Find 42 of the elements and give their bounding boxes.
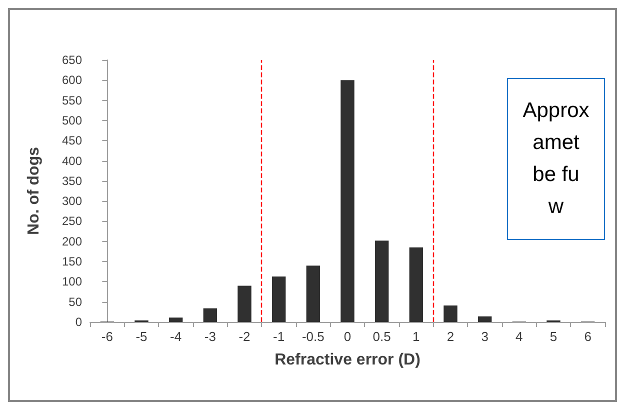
x-tick-label: 2 [446, 329, 454, 344]
x-tick-label: -1 [273, 329, 285, 344]
bar [203, 308, 218, 322]
y-tick-label: 600 [62, 73, 82, 88]
x-tick-label: -3 [204, 329, 216, 344]
y-tick-label: 200 [62, 234, 82, 248]
bar [168, 318, 183, 322]
x-tick-label: -4 [170, 329, 182, 344]
y-tick-label: 300 [62, 194, 82, 208]
x-axis-title: Refractive error (D) [274, 352, 420, 368]
y-tick-label: 650 [62, 53, 82, 67]
callout-box: Approx amet be fu w [507, 78, 605, 240]
bar [409, 247, 424, 322]
bar [306, 266, 320, 322]
x-tick-label: -2 [238, 329, 250, 344]
x-tick-label: -0.5 [302, 329, 324, 344]
x-tick-label: 6 [584, 329, 592, 344]
bar [238, 286, 252, 322]
y-tick-label: 550 [62, 93, 82, 108]
y-tick-label: 500 [62, 113, 82, 128]
x-tick-label: 5 [550, 329, 558, 344]
x-tick-label: 4 [516, 329, 523, 344]
bar [272, 276, 286, 322]
y-tick-label: 50 [68, 294, 82, 309]
y-tick-label: 400 [62, 154, 82, 168]
x-tick-label: 0 [344, 329, 352, 344]
bar [374, 240, 389, 322]
y-tick-label: 350 [62, 174, 82, 188]
y-tick-label: 450 [62, 134, 82, 148]
bar [340, 80, 354, 322]
x-tick-label: 1 [412, 329, 420, 344]
x-tick-label: -6 [101, 329, 113, 344]
x-tick-label: 0.5 [372, 329, 391, 344]
y-tick-label: 150 [62, 254, 82, 269]
x-tick-label: 3 [481, 329, 488, 344]
y-axis-title: No. of dogs [26, 146, 42, 235]
bar [478, 316, 492, 322]
y-tick-label: 100 [62, 274, 82, 289]
bar [444, 305, 458, 322]
x-tick-label: -5 [136, 329, 148, 344]
y-tick-label: 250 [62, 214, 82, 228]
y-tick-label: 0 [75, 315, 82, 329]
